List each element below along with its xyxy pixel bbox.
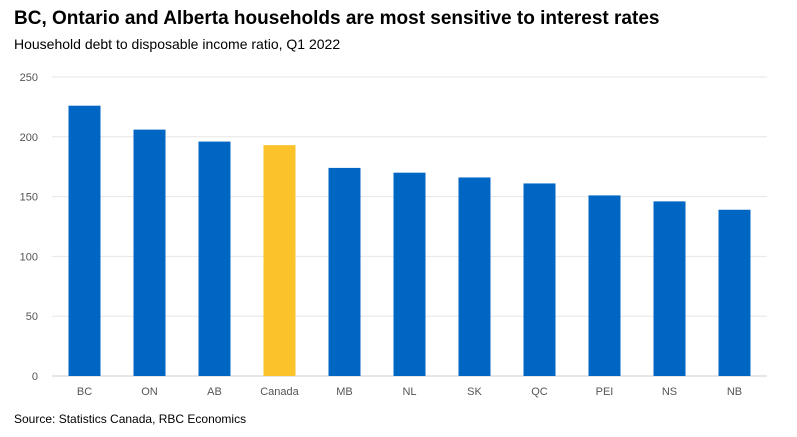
y-axis-ticks: 0 50 100 150 200 250	[20, 72, 38, 383]
y-tick-label: 200	[20, 132, 38, 144]
y-tick-label: 150	[20, 192, 38, 204]
y-tick-label: 100	[20, 251, 38, 263]
x-tick-label: MB	[336, 386, 353, 398]
x-axis-ticks: BC ON AB Canada MB NL SK QC PEI NS NB	[77, 386, 742, 398]
bar-bc	[68, 105, 101, 376]
chart-title: BC, Ontario and Alberta households are m…	[14, 8, 660, 29]
bar-mb	[328, 167, 361, 376]
y-tick-label: 0	[32, 371, 38, 383]
source-note: Source: Statistics Canada, RBC Economics	[14, 412, 247, 426]
x-tick-label: BC	[77, 386, 92, 398]
bar-nb	[718, 209, 751, 376]
bar-sk	[458, 177, 491, 376]
bar-pei	[588, 195, 621, 376]
x-tick-label: NL	[402, 386, 416, 398]
bar-on	[133, 129, 166, 376]
x-tick-label: NB	[727, 386, 742, 398]
x-tick-label: Canada	[260, 386, 299, 398]
x-tick-label: ON	[141, 386, 158, 398]
bars	[68, 105, 751, 376]
x-tick-label: PEI	[596, 386, 614, 398]
x-tick-label: QC	[531, 386, 548, 398]
y-tick-label: 250	[20, 72, 38, 84]
y-tick-label: 50	[26, 311, 38, 323]
x-tick-label: SK	[467, 386, 482, 398]
bar-ns	[653, 201, 686, 376]
bar-ab	[198, 141, 231, 376]
bar-canada	[263, 145, 296, 376]
x-tick-label: NS	[662, 386, 677, 398]
bar-qc	[523, 183, 556, 376]
x-tick-label: AB	[207, 386, 222, 398]
bar-nl	[393, 172, 426, 376]
chart-subtitle: Household debt to disposable income rati…	[14, 36, 341, 52]
